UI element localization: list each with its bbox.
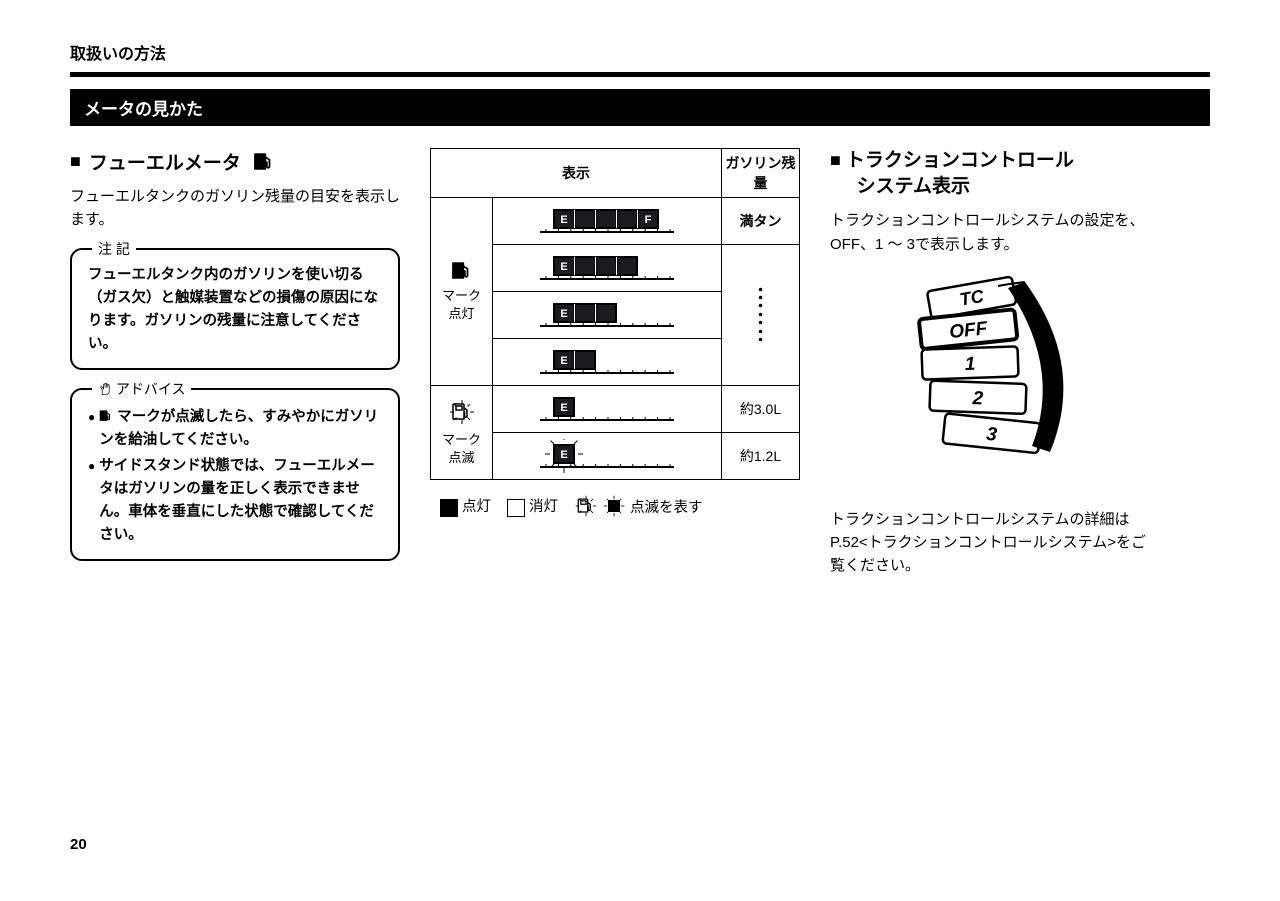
note-callout-text: フューエルタンク内のガソリンを使い切る（ガス欠）と触媒装置などの損傷の原因になり… xyxy=(88,267,378,353)
page-number: 20 xyxy=(70,836,87,853)
fuel-pump-icon xyxy=(99,409,113,423)
svg-text:E: E xyxy=(560,355,567,367)
svg-text:F: F xyxy=(645,214,652,226)
column-right: トラクションコントロール システム表示 トラクションコントロールシステムの設定を… xyxy=(830,148,1160,594)
note-callout-label: 注 記 xyxy=(92,238,136,260)
remaining-12: 約1.2L xyxy=(722,433,800,480)
advice-item-2-text: サイドスタンド状態では、フューエルメータはガソリンの量を正しく表示できません。車… xyxy=(99,455,382,548)
note-callout: 注 記 フューエルタンク内のガソリンを使い切る（ガス欠）と触媒装置などの損傷の原… xyxy=(70,248,400,371)
column-left: フューエルメータ フューエルタンクのガソリン残量の目安を表示します。 注 記 フ… xyxy=(70,148,400,579)
tc-title-line1: トラクションコントロール xyxy=(846,150,1074,171)
tc-label-off: OFF xyxy=(948,318,989,343)
svg-text:E: E xyxy=(560,261,567,273)
fuel-pump-icon xyxy=(451,260,473,282)
advice-item-2: サイドスタンド状態では、フューエルメータはガソリンの量を正しく表示できません。車… xyxy=(88,455,382,548)
remaining-full: 満タン xyxy=(722,198,800,245)
tc-title-line2: システム表示 xyxy=(857,176,970,197)
fuel-pump-flash-icon xyxy=(448,398,476,426)
gauge-0-flash: E xyxy=(493,433,722,480)
tc-footnote: トラクションコントロールシステムの詳細はP.52<トラクションコントロールシステ… xyxy=(830,508,1160,578)
svg-text:E: E xyxy=(560,449,567,461)
row-lit-label-2: 点灯 xyxy=(448,306,474,321)
tc-label-tc: TC xyxy=(958,285,986,309)
row-blink-label-2: 点滅 xyxy=(448,450,474,465)
gauge-3: E xyxy=(493,292,722,339)
svg-text:E: E xyxy=(560,308,567,320)
hand-icon xyxy=(98,382,112,396)
tc-cluster-graphic: TC OFF 1 2 3 xyxy=(890,276,1100,486)
fuel-table: 表示 ガソリン残量 マーク 点灯 EF 満タン E ・・・・・・・ E E xyxy=(430,148,800,480)
row-blink-label-1: マーク xyxy=(442,432,481,447)
advice-callout: アドバイス マークが点滅したら、すみやかにガソリンを給油してください。 サイドス… xyxy=(70,388,400,561)
tc-label-1: 1 xyxy=(964,354,975,375)
tc-label-2: 2 xyxy=(971,388,984,409)
gauge-4: E xyxy=(493,245,722,292)
header-rule xyxy=(70,72,1210,77)
tc-intro: トラクションコントロールシステムの設定を、OFF、1 ～ 3で表示します。 xyxy=(830,209,1160,256)
doc-header: 取扱いの方法 xyxy=(70,40,1210,64)
legend-lit-text: 点灯 xyxy=(462,499,491,515)
remaining-30: 約3.0L xyxy=(722,386,800,433)
fuel-meter-title-text: フューエルメータ xyxy=(89,148,241,175)
row-lit-label: マーク 点灯 xyxy=(431,198,493,386)
advice-item-1: マークが点滅したら、すみやかにガソリンを給油してください。 xyxy=(88,406,382,452)
fuel-pump-flash-icon xyxy=(574,494,598,518)
fuel-meter-intro: フューエルタンクのガソリン残量の目安を表示します。 xyxy=(70,185,400,232)
legend-off: 消灯 xyxy=(507,495,558,516)
gauge-full: EF xyxy=(493,198,722,245)
tc-title: トラクションコントロール システム表示 xyxy=(830,148,1160,199)
legend-off-text: 消灯 xyxy=(529,499,558,515)
fuel-meter-title: フューエルメータ xyxy=(70,148,400,175)
remaining-dots: ・・・・・・・ xyxy=(722,245,800,386)
fuel-th-remaining: ガソリン残量 xyxy=(722,149,800,198)
square-flash-icon xyxy=(602,494,626,518)
svg-text:E: E xyxy=(560,214,567,226)
advice-callout-label: アドバイス xyxy=(92,378,191,400)
legend-blink: 点滅を表す xyxy=(574,494,703,518)
column-middle: 表示 ガソリン残量 マーク 点灯 EF 満タン E ・・・・・・・ E E xyxy=(430,148,800,518)
advice-callout-label-text: アドバイス xyxy=(116,381,186,397)
fuel-th-display: 表示 xyxy=(431,149,722,198)
row-blink-label: マーク 点滅 xyxy=(431,386,493,480)
gauge-2: E xyxy=(493,339,722,386)
section-banner: メータの見かた xyxy=(70,89,1210,126)
row-lit-label-1: マーク xyxy=(442,288,481,303)
legend-blink-text: 点滅を表す xyxy=(630,500,703,516)
fuel-pump-icon xyxy=(253,151,275,173)
legend-lit: 点灯 xyxy=(440,495,491,516)
content-columns: フューエルメータ フューエルタンクのガソリン残量の目安を表示します。 注 記 フ… xyxy=(70,148,1210,594)
advice-item-1-text: マークが点滅したら、すみやかにガソリンを給油してください。 xyxy=(99,409,378,448)
gauge-1: E xyxy=(493,386,722,433)
svg-text:E: E xyxy=(560,402,567,414)
legend-row: 点灯 消灯 点滅を表す xyxy=(430,494,800,518)
